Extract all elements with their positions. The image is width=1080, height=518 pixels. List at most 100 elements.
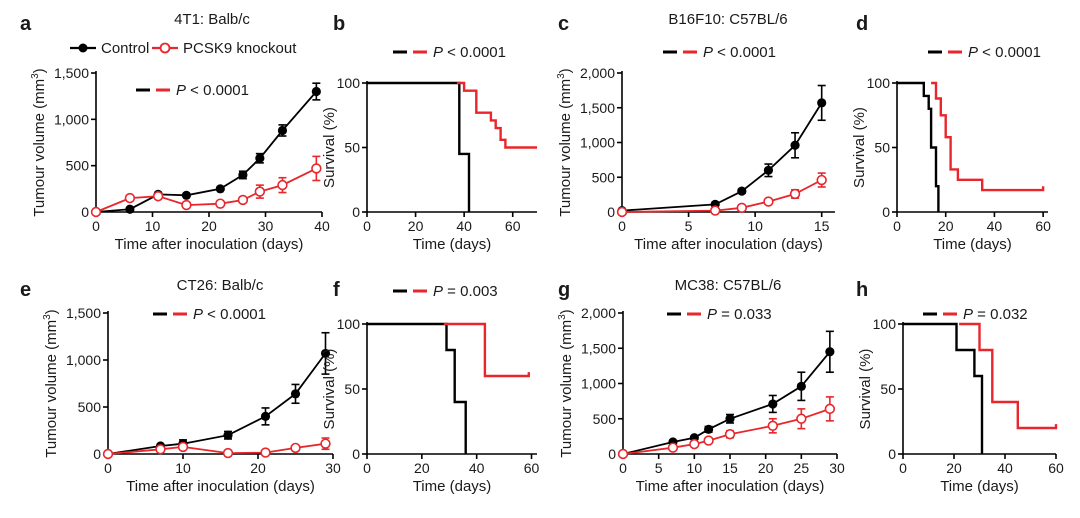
data-point-knockout bbox=[181, 199, 192, 211]
y-tick-label: 1,500 bbox=[66, 305, 101, 321]
series-control-line bbox=[367, 81, 471, 212]
x-tick-label: 0 bbox=[899, 460, 907, 476]
y-tick-label: 1,500 bbox=[54, 65, 89, 81]
data-point-knockout bbox=[277, 179, 288, 191]
data-point-knockout bbox=[320, 438, 331, 449]
y-axis-label: Tumour volume (mm3) bbox=[42, 309, 60, 457]
x-tick-label: 20 bbox=[758, 460, 774, 476]
data-point-knockout bbox=[155, 444, 166, 455]
series-control-line bbox=[897, 81, 940, 212]
x-tick-label: 0 bbox=[363, 460, 371, 476]
x-tick-label: 10 bbox=[175, 460, 191, 476]
data-point-control bbox=[796, 381, 806, 391]
legend-control-label: Control bbox=[101, 40, 149, 57]
y-axis-label: Survival (%) bbox=[857, 349, 874, 430]
data-point-control bbox=[825, 347, 835, 357]
y-tick-label: 1,500 bbox=[580, 100, 615, 116]
x-tick-label: 40 bbox=[469, 460, 485, 476]
x-tick-label: 40 bbox=[987, 218, 1003, 234]
legend-knockout-label: PCSK9 knockout bbox=[183, 40, 297, 57]
data-point-knockout bbox=[90, 206, 102, 218]
data-point-control bbox=[181, 190, 191, 200]
x-tick-label: 60 bbox=[524, 460, 540, 476]
data-point-control bbox=[817, 98, 827, 108]
x-axis-label: Time after inoculation (days) bbox=[126, 478, 315, 495]
panel-label: g bbox=[558, 279, 570, 301]
y-tick-label: 50 bbox=[344, 140, 360, 156]
pvalue-label: P < 0.0001 bbox=[968, 44, 1041, 61]
series-knockout-line bbox=[931, 81, 1045, 192]
data-point-knockout bbox=[215, 198, 226, 209]
x-tick-label: 20 bbox=[250, 460, 266, 476]
x-tick-label: 30 bbox=[325, 460, 341, 476]
pvalue-label: P < 0.0001 bbox=[176, 82, 249, 99]
y-tick-label: 500 bbox=[593, 411, 617, 427]
legend: Control PCSK9 knockout bbox=[70, 40, 297, 57]
legend-control-marker bbox=[78, 43, 88, 53]
panel-g: g MC38: C57BL/6 P = 0.033 0 500 1,000 1,500 2,0… bbox=[557, 277, 845, 495]
panel-c: c B16F10: C57BL/6 P < 0.0001 0 500 1,000 1,500… bbox=[556, 11, 835, 253]
x-axis-label: Time (days) bbox=[413, 478, 492, 495]
series-knockout-line bbox=[959, 322, 1058, 430]
y-tick-label: 1,000 bbox=[66, 352, 101, 368]
x-tick-label: 0 bbox=[893, 218, 901, 234]
panel-label: b bbox=[333, 13, 345, 35]
pvalue-label: P = 0.033 bbox=[707, 306, 772, 323]
x-tick-label: 20 bbox=[414, 460, 430, 476]
x-tick-label: 15 bbox=[722, 460, 738, 476]
x-tick-label: 0 bbox=[363, 218, 371, 234]
pvalue-label: P < 0.0001 bbox=[703, 44, 776, 61]
x-tick-label: 40 bbox=[997, 460, 1013, 476]
data-point-control bbox=[737, 186, 747, 196]
y-tick-label: 0 bbox=[352, 446, 360, 462]
data-point-control bbox=[290, 389, 301, 399]
y-tick-label: 100 bbox=[337, 75, 361, 91]
panel-f: f P = 0.003 0 50 100 0 20 40 60 Time (days) Surviv… bbox=[321, 279, 540, 495]
y-tick-label: 0 bbox=[608, 446, 616, 462]
data-point-control bbox=[725, 414, 735, 424]
panel-label: e bbox=[20, 279, 31, 301]
panel-label: f bbox=[333, 279, 340, 301]
data-point-knockout bbox=[816, 174, 827, 186]
x-axis-label: Time after inoculation (days) bbox=[115, 236, 304, 253]
data-point-control bbox=[768, 399, 778, 409]
panel-label: h bbox=[856, 279, 868, 301]
x-tick-label: 30 bbox=[829, 460, 845, 476]
x-axis-label: Time after inoculation (days) bbox=[634, 236, 823, 253]
x-tick-label: 5 bbox=[655, 460, 663, 476]
x-tick-label: 10 bbox=[145, 218, 161, 234]
y-tick-label: 100 bbox=[337, 316, 361, 332]
series-control-line bbox=[622, 351, 831, 455]
series-control-line bbox=[903, 322, 984, 454]
panel-label: c bbox=[558, 13, 569, 35]
data-point-control bbox=[763, 165, 774, 175]
x-tick-label: 40 bbox=[456, 218, 472, 234]
x-tick-label: 10 bbox=[747, 218, 763, 234]
y-tick-label: 50 bbox=[874, 140, 890, 156]
x-tick-label: 0 bbox=[618, 218, 626, 234]
panel-b: b P < 0.0001 0 50 100 0 20 40 60 Time (days) Survi… bbox=[321, 13, 537, 253]
legend-knockout-marker bbox=[159, 42, 171, 54]
y-axis-label: Tumour volume (mm3) bbox=[556, 68, 574, 216]
data-point-knockout bbox=[667, 442, 679, 453]
data-point-control bbox=[255, 153, 265, 163]
y-tick-label: 500 bbox=[592, 169, 616, 185]
x-tick-label: 60 bbox=[505, 218, 521, 234]
x-tick-label: 60 bbox=[1048, 460, 1064, 476]
data-point-knockout bbox=[124, 192, 136, 204]
data-point-knockout bbox=[789, 188, 801, 200]
y-tick-label: 2,000 bbox=[580, 65, 615, 81]
series-control-line bbox=[367, 322, 467, 454]
data-point-control bbox=[704, 424, 714, 434]
panel-label: a bbox=[20, 13, 32, 35]
pvalue-label: P = 0.032 bbox=[963, 306, 1028, 323]
y-tick-label: 500 bbox=[66, 158, 90, 174]
y-tick-label: 50 bbox=[344, 381, 360, 397]
data-point-knockout bbox=[617, 448, 629, 460]
y-tick-label: 2,000 bbox=[581, 305, 616, 321]
series-knockout-line bbox=[443, 322, 530, 378]
data-point-control bbox=[277, 125, 288, 136]
pvalue-label: P = 0.003 bbox=[433, 283, 498, 300]
pvalue-label: P < 0.0001 bbox=[433, 44, 506, 61]
data-point-knockout bbox=[703, 435, 714, 446]
